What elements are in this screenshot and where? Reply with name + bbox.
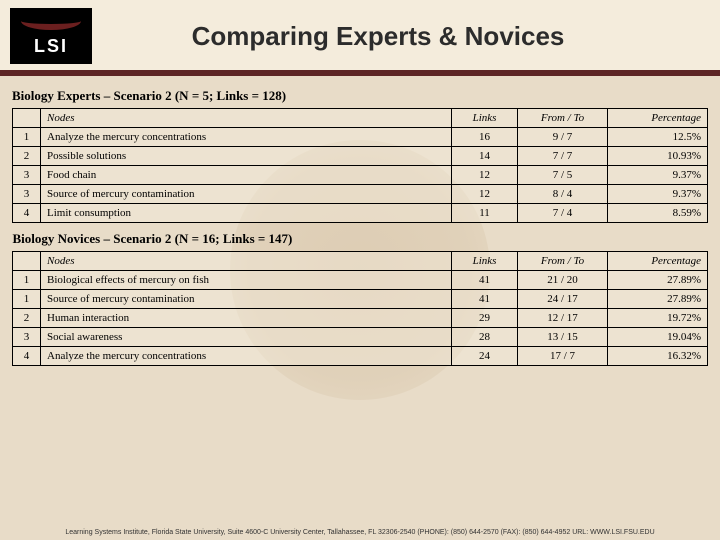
cell-fromto: 24 / 17 — [518, 290, 608, 309]
cell-fromto: 7 / 4 — [518, 204, 608, 223]
table-row: 2 Human interaction 29 12 / 17 19.72% — [13, 309, 708, 328]
cell-fromto: 12 / 17 — [518, 309, 608, 328]
cell-pct: 9.37% — [608, 185, 708, 204]
cell-rank: 1 — [13, 128, 41, 147]
cell-links: 14 — [452, 147, 518, 166]
cell-fromto: 13 / 15 — [518, 328, 608, 347]
logo-text: LSI — [34, 36, 68, 57]
logo-swoosh-icon — [21, 12, 81, 30]
col-nodes-header: Nodes — [41, 109, 452, 128]
table-header-row: Nodes Links From / To Percentage — [13, 252, 708, 271]
cell-links: 11 — [452, 204, 518, 223]
col-fromto-header: From / To — [518, 109, 608, 128]
cell-links: 12 — [452, 166, 518, 185]
cell-links: 24 — [452, 347, 518, 366]
cell-links: 29 — [452, 309, 518, 328]
cell-pct: 9.37% — [608, 166, 708, 185]
slide-content: Biology Experts – Scenario 2 (N = 5; Lin… — [0, 76, 720, 366]
cell-rank: 4 — [13, 204, 41, 223]
cell-node: Analyze the mercury concentrations — [41, 128, 452, 147]
cell-pct: 8.59% — [608, 204, 708, 223]
table-row: 3 Social awareness 28 13 / 15 19.04% — [13, 328, 708, 347]
cell-node: Human interaction — [41, 309, 452, 328]
cell-rank: 2 — [13, 309, 41, 328]
table-row: 4 Limit consumption 11 7 / 4 8.59% — [13, 204, 708, 223]
col-links-header: Links — [452, 109, 518, 128]
table-row: 1 Biological effects of mercury on fish … — [13, 271, 708, 290]
cell-rank: 3 — [13, 328, 41, 347]
cell-rank: 3 — [13, 166, 41, 185]
cell-links: 12 — [452, 185, 518, 204]
section2-label-row: Biology Novices – Scenario 2 (N = 16; Li… — [13, 223, 708, 252]
cell-fromto: 8 / 4 — [518, 185, 608, 204]
cell-pct: 12.5% — [608, 128, 708, 147]
table-row: 3 Source of mercury contamination 12 8 /… — [13, 185, 708, 204]
cell-node: Limit consumption — [41, 204, 452, 223]
table-row: 2 Possible solutions 14 7 / 7 10.93% — [13, 147, 708, 166]
cell-node: Source of mercury contamination — [41, 290, 452, 309]
cell-node: Biological effects of mercury on fish — [41, 271, 452, 290]
cell-pct: 10.93% — [608, 147, 708, 166]
cell-pct: 27.89% — [608, 271, 708, 290]
cell-links: 41 — [452, 271, 518, 290]
col-links-header: Links — [452, 252, 518, 271]
slide-footer: Learning Systems Institute, Florida Stat… — [0, 529, 720, 536]
cell-rank: 2 — [13, 147, 41, 166]
cell-rank: 4 — [13, 347, 41, 366]
lsi-logo: LSI — [10, 8, 92, 64]
cell-rank: 3 — [13, 185, 41, 204]
table-row: 4 Analyze the mercury concentrations 24 … — [13, 347, 708, 366]
slide-title: Comparing Experts & Novices — [106, 21, 710, 52]
slide-header: LSI Comparing Experts & Novices — [0, 0, 720, 76]
cell-pct: 19.72% — [608, 309, 708, 328]
cell-links: 16 — [452, 128, 518, 147]
cell-links: 41 — [452, 290, 518, 309]
cell-fromto: 7 / 5 — [518, 166, 608, 185]
cell-links: 28 — [452, 328, 518, 347]
cell-rank: 1 — [13, 290, 41, 309]
cell-fromto: 7 / 7 — [518, 147, 608, 166]
section2-label: Biology Novices – Scenario 2 (N = 16; Li… — [13, 223, 452, 252]
cell-node: Food chain — [41, 166, 452, 185]
cell-node: Social awareness — [41, 328, 452, 347]
col-nodes-header: Nodes — [41, 252, 452, 271]
col-rank-header — [13, 252, 41, 271]
cell-node: Possible solutions — [41, 147, 452, 166]
cell-node: Analyze the mercury concentrations — [41, 347, 452, 366]
col-pct-header: Percentage — [608, 109, 708, 128]
cell-fromto: 9 / 7 — [518, 128, 608, 147]
experts-table: Nodes Links From / To Percentage 1 Analy… — [12, 108, 708, 366]
cell-pct: 27.89% — [608, 290, 708, 309]
cell-rank: 1 — [13, 271, 41, 290]
cell-pct: 16.32% — [608, 347, 708, 366]
col-pct-header: Percentage — [608, 252, 708, 271]
section1-label: Biology Experts – Scenario 2 (N = 5; Lin… — [12, 88, 708, 104]
col-fromto-header: From / To — [518, 252, 608, 271]
cell-node: Source of mercury contamination — [41, 185, 452, 204]
cell-fromto: 21 / 20 — [518, 271, 608, 290]
table-row: 3 Food chain 12 7 / 5 9.37% — [13, 166, 708, 185]
cell-fromto: 17 / 7 — [518, 347, 608, 366]
cell-pct: 19.04% — [608, 328, 708, 347]
table-row: 1 Source of mercury contamination 41 24 … — [13, 290, 708, 309]
table-header-row: Nodes Links From / To Percentage — [13, 109, 708, 128]
table-row: 1 Analyze the mercury concentrations 16 … — [13, 128, 708, 147]
col-rank-header — [13, 109, 41, 128]
